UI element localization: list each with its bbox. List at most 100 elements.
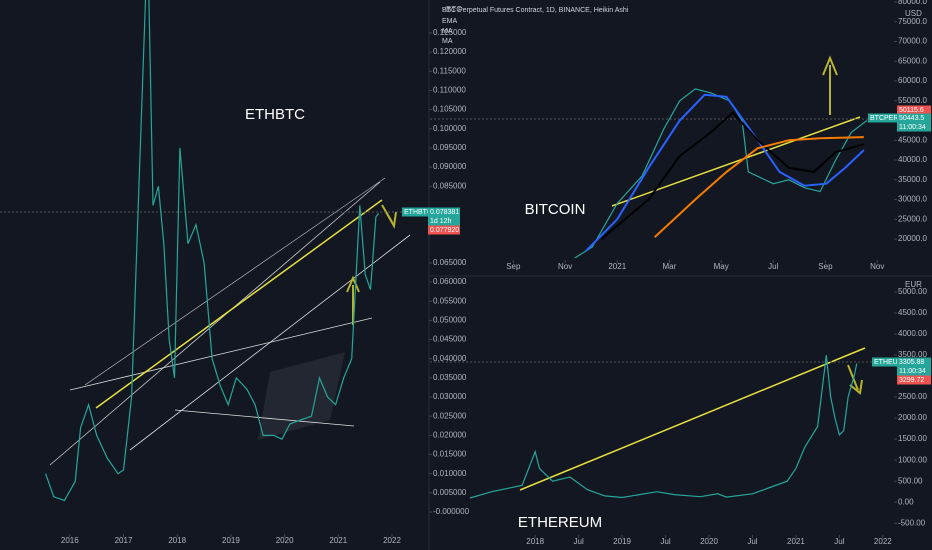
annotation: ETHEREUM [518,514,602,531]
y-tick-label: 0.040000 [433,354,467,363]
y-tick-label: 0.115000 [433,66,466,75]
price-tag-label: 3305.88 [899,359,924,366]
y-tick-label: 4500.00 [898,308,927,317]
unit-label: BTC [446,5,462,14]
y-tick-label: -500.00 [898,518,926,527]
y-tick-label: 1000.00 [898,455,927,464]
y-tick-label: 0.050000 [433,316,467,325]
price-tag-label: BTCPERP [870,115,903,122]
x-tick-label: 2021 [329,536,347,545]
x-tick-label: 2020 [276,536,294,545]
y-tick-label: 75000.0 [898,17,927,26]
y-tick-label: 0.015000 [433,450,467,459]
y-tick-label: 20000.0 [898,234,927,243]
y-tick-label: 2500.00 [898,392,927,401]
y-tick-label: 500.00 [898,476,923,485]
price-tag-label: ETHEUR [874,359,903,366]
annotation: BITCOIN [525,201,586,218]
y-tick-label: 0.110000 [433,86,466,95]
price-tag [897,375,931,385]
price-tag-label: 11:00:34 [899,124,926,131]
x-tick-label: 2018 [526,537,544,546]
price-tag-label: 0.077920 [430,227,459,234]
x-tick-label: May [714,262,729,271]
x-tick-label: Jul [574,537,584,546]
y-tick-label: 0.060000 [433,277,467,286]
y-tick-label: 0.020000 [433,430,467,439]
y-tick-label: 65000.0 [898,56,927,65]
price-tag [872,357,897,367]
y-tick-label: 70000.0 [898,37,927,46]
y-tick-label: 1500.00 [898,434,927,443]
price-tag-label: 1d 12h [430,218,452,225]
price-tag [428,216,460,226]
x-tick-label: Sep [818,262,833,271]
plot [573,88,868,258]
indicator-label: MA [442,38,453,45]
x-tick-label: 2021 [787,537,805,546]
x-tick-label: Jul [660,537,670,546]
price-tag-label: ETHBTC [404,209,432,216]
x-tick-label: 2022 [383,536,401,545]
y-tick-label: 0.090000 [433,162,467,171]
price-tag [897,357,931,367]
y-tick-label: 4000.00 [898,329,927,338]
y-tick-label: 45000.0 [898,135,927,144]
y-tick-label: 0.025000 [433,411,467,420]
y-tick-label: 0.00 [898,497,914,506]
price-tag-label: 11:00:34 [899,368,926,375]
price-line [585,93,865,252]
y-tick-label: 0.045000 [433,335,467,344]
price-tag [897,105,931,115]
y-tick-label: 60000.0 [898,76,927,85]
x-tick-label: 2019 [222,536,240,545]
price-tag-label: 50443.5 [899,115,924,122]
price-tag [897,113,931,123]
plot [45,0,380,502]
price-line [45,0,380,502]
indicator-label: MA [442,28,453,35]
price-tag [897,366,931,376]
indicator-label: EMA [442,18,458,25]
y-tick-label: 0.085000 [433,181,467,190]
x-tick-label: 2021 [608,262,626,271]
y-tick-label: 0.125000 [433,28,467,37]
price-line [654,136,864,238]
y-tick-label: 0.005000 [433,488,467,497]
y-tick-label: 0.010000 [433,469,467,478]
x-tick-label: 2019 [613,537,631,546]
y-tick-label: 80000.0 [898,0,927,6]
y-tick-label: 0.105000 [433,105,467,114]
price-tag-label: 0.078381 [430,209,459,216]
y-tick-label: 35000.0 [898,175,927,184]
price-tag [428,225,460,235]
y-tick-label: 0.120000 [433,47,467,56]
price-tag-label: 3299.72 [899,377,924,384]
y-tick-label: 5000.00 [898,287,927,296]
y-tick-label: 55000.0 [898,96,927,105]
y-tick-label: 0.035000 [433,373,467,382]
y-tick-label: 0.055000 [433,296,467,305]
y-tick-label: 0.100000 [433,124,467,133]
x-tick-label: Jul [768,262,778,271]
x-tick-label: 2017 [115,536,133,545]
x-tick-label: Nov [870,262,884,271]
y-tick-label: -0.000000 [433,507,470,516]
price-tag-label: 50115.6 [899,107,924,114]
x-tick-label: 2020 [700,537,718,546]
chart-header: BTC Perpetual Futures Contract, 1D, BINA… [442,7,629,14]
plot [469,355,858,499]
price-line [600,111,865,240]
price-tag [897,122,931,132]
price-tag [868,113,897,123]
price-tag [428,207,460,217]
unit-label: EUR [905,280,922,289]
price-tag [402,207,428,217]
y-tick-label: 2000.00 [898,413,927,422]
x-tick-label: Jul [834,537,844,546]
y-tick-label: 3500.00 [898,350,927,359]
y-tick-label: 25000.0 [898,214,927,223]
y-tick-label: 30000.0 [898,195,927,204]
